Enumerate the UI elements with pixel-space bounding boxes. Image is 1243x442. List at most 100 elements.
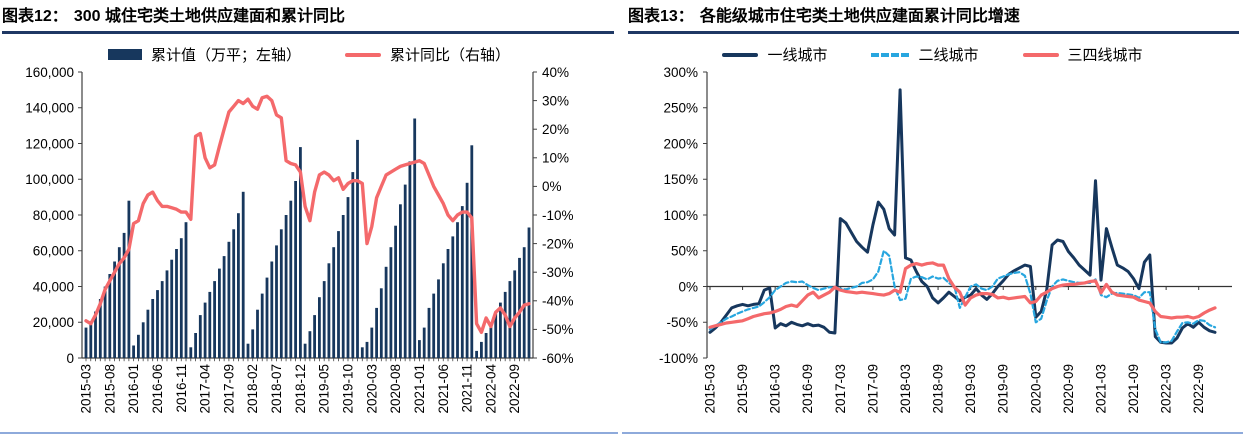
figure-12-title: 图表12： 300 城住宅类土地供应建面和累计同比 [2, 2, 614, 34]
svg-text:2016-09: 2016-09 [800, 364, 815, 414]
line-swatch-icon [1022, 52, 1059, 57]
legend-item-tier1: 一线城市 [722, 44, 827, 65]
svg-text:120,000: 120,000 [25, 136, 74, 151]
bar-line-chart-canvas: 160,000 140,000 120,000 100,000 80,000 60,000… [25, 65, 574, 414]
figure-13-label: 图表13： [628, 8, 694, 25]
svg-text:60,000: 60,000 [33, 244, 74, 259]
svg-text:2020-09: 2020-09 [1061, 364, 1076, 414]
svg-text:2019-09: 2019-09 [996, 364, 1011, 414]
svg-text:2019-03: 2019-03 [963, 364, 978, 414]
svg-text:2022-03: 2022-03 [1159, 364, 1174, 414]
svg-text:160,000: 160,000 [25, 65, 74, 80]
svg-text:2016-01: 2016-01 [126, 364, 141, 414]
svg-text:2020-08: 2020-08 [388, 364, 403, 414]
x-axis-labels: 2015-03 2015-09 2016-03 2016-09 2017-03 2017-… [703, 364, 1207, 414]
svg-text:20,000: 20,000 [33, 315, 74, 330]
legend-item-cumulative-value: 累计值（万平；左轴） [107, 44, 301, 65]
svg-text:50%: 50% [671, 244, 698, 259]
svg-text:2015-09: 2015-09 [735, 364, 750, 414]
figure-12-title-text: 300 城住宅类土地供应建面和累计同比 [73, 8, 345, 25]
svg-text:2015-03: 2015-03 [79, 364, 94, 414]
svg-text:2018-12: 2018-12 [293, 364, 308, 414]
figure-13-title-text: 各能级城市住宅类土地供应建面累计同比增速 [699, 8, 1020, 25]
svg-text:0%: 0% [678, 279, 698, 294]
figure-13-panel: 图表13： 各能级城市住宅类土地供应建面累计同比增速 一线城市 二线城市 三四线城… [622, 0, 1243, 442]
svg-text:2018-07: 2018-07 [269, 364, 284, 414]
svg-text:40%: 40% [542, 65, 569, 80]
x-axis-labels: 2015-03 2015-08 2016-01 2016-06 2016-11 2017-… [79, 364, 523, 414]
svg-text:-40%: -40% [542, 294, 574, 309]
svg-text:2018-09: 2018-09 [931, 364, 946, 414]
svg-text:2018-03: 2018-03 [898, 364, 913, 414]
line-三四线城市 [708, 261, 1217, 329]
legend-label: 累计同比（右轴） [390, 47, 511, 64]
bars-cumulative-value [84, 118, 531, 359]
svg-text:2017-03: 2017-03 [833, 364, 848, 414]
legend-item-cumulative-yoy: 累计同比（右轴） [345, 44, 510, 65]
bar-swatch-icon [107, 49, 142, 60]
svg-text:2019-10: 2019-10 [340, 364, 355, 414]
svg-text:200%: 200% [663, 136, 698, 151]
svg-text:100,000: 100,000 [25, 172, 74, 187]
panel-bottom-rule [0, 432, 618, 434]
svg-text:-10%: -10% [542, 208, 574, 223]
svg-text:2022-04: 2022-04 [483, 364, 498, 414]
legend-label: 三四线城市 [1067, 47, 1143, 64]
svg-text:2020-03: 2020-03 [364, 364, 379, 414]
svg-text:2019-05: 2019-05 [317, 364, 332, 414]
svg-text:2021-06: 2021-06 [436, 364, 451, 414]
svg-text:2018-02: 2018-02 [245, 364, 260, 414]
svg-text:300%: 300% [663, 65, 698, 80]
svg-text:10%: 10% [542, 151, 569, 166]
svg-text:0%: 0% [542, 179, 562, 194]
svg-text:-30%: -30% [542, 265, 574, 280]
svg-text:20%: 20% [542, 122, 569, 137]
svg-text:80,000: 80,000 [33, 208, 74, 223]
svg-text:2016-06: 2016-06 [150, 364, 165, 414]
legend-item-tier34: 三四线城市 [1022, 44, 1143, 65]
svg-text:2022-09: 2022-09 [1191, 364, 1206, 414]
svg-text:-50%: -50% [666, 315, 698, 330]
legend-label: 一线城市 [767, 47, 828, 64]
y-axis-labels: 300% 250% 200% 150% 100% 50% 0% -50% -100% [659, 65, 698, 366]
panel-bottom-rule [622, 432, 1243, 434]
svg-text:2022-09: 2022-09 [507, 364, 522, 414]
svg-text:140,000: 140,000 [25, 101, 74, 116]
line-cumulative-yoy [84, 94, 531, 334]
svg-text:2021-09: 2021-09 [1126, 364, 1141, 414]
svg-text:2015-03: 2015-03 [703, 364, 718, 414]
y-axis-right-labels: 40% 30% 20% 10% 0% -10% -20% -30% -40% -50% -60% [542, 65, 574, 366]
legend-label: 二线城市 [918, 47, 979, 64]
svg-text:2016-11: 2016-11 [174, 364, 189, 413]
svg-text:2017-09: 2017-09 [221, 364, 236, 414]
svg-text:40,000: 40,000 [33, 279, 74, 294]
svg-text:2021-11: 2021-11 [460, 364, 475, 413]
svg-text:0: 0 [66, 351, 74, 366]
y-axis-left-labels: 160,000 140,000 120,000 100,000 80,000 60,000… [25, 65, 74, 366]
figure-13-legend: 一线城市 二线城市 三四线城市 [622, 44, 1243, 65]
svg-text:2020-03: 2020-03 [1028, 364, 1043, 414]
svg-text:-20%: -20% [542, 236, 574, 251]
svg-text:100%: 100% [663, 208, 698, 223]
dashed-line-swatch-icon [871, 52, 910, 57]
svg-text:2017-09: 2017-09 [865, 364, 880, 414]
line-swatch-icon [722, 52, 759, 57]
figure-12-panel: 图表12： 300 城住宅类土地供应建面和累计同比 累计值（万平；左轴） 累计同比… [0, 0, 618, 442]
legend-label: 累计值（万平；左轴） [150, 47, 301, 64]
multi-line-chart-canvas: 300% 250% 200% 150% 100% 50% 0% -50% -100% 2015-0… [659, 65, 1232, 414]
svg-text:150%: 150% [663, 172, 698, 187]
figure-13-title: 图表13： 各能级城市住宅类土地供应建面累计同比增速 [628, 2, 1239, 34]
svg-text:2021-03: 2021-03 [1093, 364, 1108, 414]
svg-text:2015-08: 2015-08 [102, 364, 117, 414]
svg-text:30%: 30% [542, 93, 569, 108]
svg-text:250%: 250% [663, 101, 698, 116]
legend-item-tier2: 二线城市 [871, 44, 979, 65]
svg-text:2021-01: 2021-01 [412, 364, 427, 414]
svg-text:-60%: -60% [542, 351, 574, 366]
line-swatch-icon [345, 52, 381, 57]
svg-text:-50%: -50% [542, 322, 574, 337]
figure-12-legend: 累计值（万平；左轴） 累计同比（右轴） [0, 44, 618, 65]
svg-text:2017-04: 2017-04 [198, 364, 213, 414]
figure-12-label: 图表12： [2, 8, 68, 25]
